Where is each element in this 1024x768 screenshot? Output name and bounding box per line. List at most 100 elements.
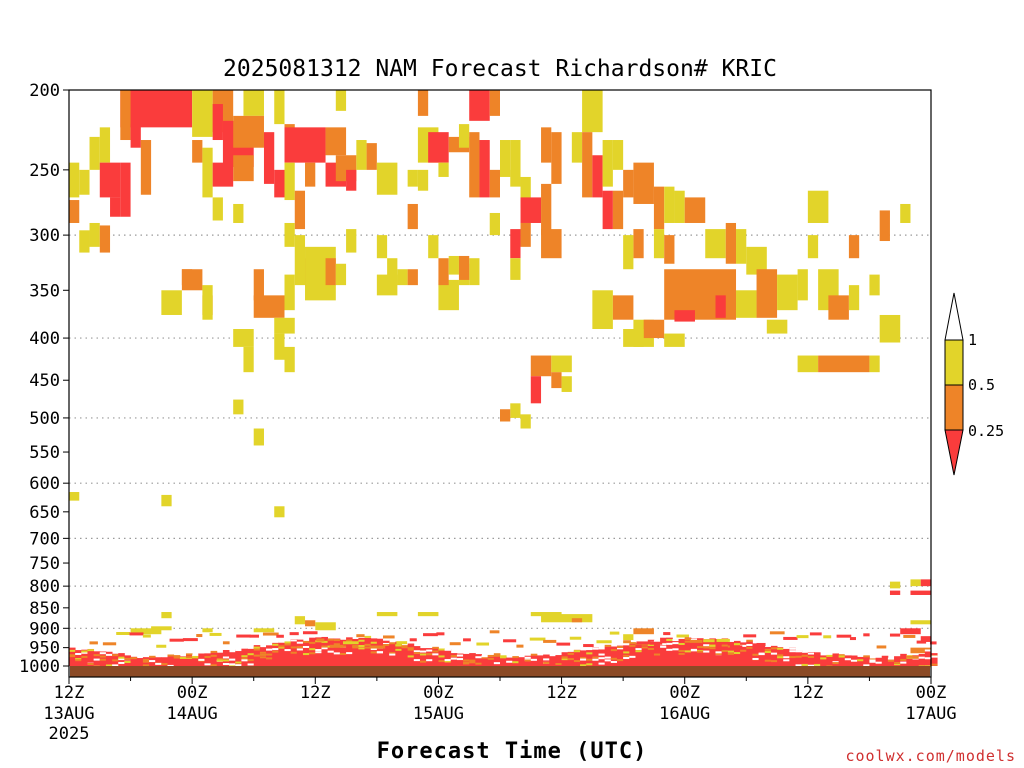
heatmap-cell <box>274 317 295 334</box>
boundary-layer-cell <box>881 655 889 666</box>
boundary-layer-streak <box>81 655 88 658</box>
heatmap-cell <box>284 274 295 311</box>
heatmap-cell <box>633 229 644 259</box>
boundary-layer-streak <box>629 644 636 647</box>
boundary-layer-streak <box>370 647 378 650</box>
boundary-layer-streak <box>740 644 747 647</box>
boundary-layer-streak <box>75 658 82 661</box>
heatmap-cell <box>582 132 593 198</box>
boundary-layer-cell <box>364 637 372 666</box>
boundary-layer-streak <box>580 658 587 661</box>
boundary-layer-streak <box>475 662 482 665</box>
boundary-layer-streak <box>352 645 359 648</box>
boundary-layer-streak <box>259 656 267 659</box>
boundary-layer-streak <box>438 648 445 651</box>
boundary-layer-streak <box>259 653 267 656</box>
boundary-layer-streak <box>743 634 757 638</box>
boundary-layer-streak <box>309 641 316 644</box>
boundary-layer-streak <box>413 650 421 653</box>
heatmap-cell <box>725 222 737 264</box>
boundary-layer-streak <box>709 644 716 647</box>
boundary-layer-cell <box>629 643 636 666</box>
boundary-layer-streak <box>770 652 778 655</box>
heatmap-cell <box>233 329 254 347</box>
heatmap-cell <box>335 263 347 286</box>
boundary-layer-streak <box>87 662 95 665</box>
boundary-layer-streak <box>857 659 864 662</box>
boundary-layer-streak <box>296 646 304 649</box>
boundary-layer-streak <box>179 656 187 659</box>
boundary-layer-streak <box>777 654 784 657</box>
boundary-layer-streak <box>636 641 651 645</box>
boundary-layer-cell <box>204 653 212 666</box>
boundary-layer-cell <box>857 656 864 666</box>
boundary-layer-cell <box>801 652 809 666</box>
boundary-layer-cell <box>438 649 445 666</box>
boundary-layer-cell <box>173 655 181 666</box>
heatmap-cell <box>623 169 634 198</box>
boundary-layer-streak <box>660 645 667 648</box>
boundary-layer-streak <box>529 637 546 641</box>
boundary-layer-streak <box>266 648 273 651</box>
boundary-layer-cell <box>635 642 643 666</box>
boundary-layer-streak <box>801 654 809 657</box>
boundary-layer-streak <box>469 661 476 664</box>
boundary-layer-streak <box>931 663 938 666</box>
boundary-layer-streak <box>530 658 538 661</box>
boundary-layer-streak <box>764 648 772 651</box>
boundary-layer-streak <box>129 632 144 636</box>
boundary-layer-streak <box>316 638 325 642</box>
boundary-layer-streak <box>598 653 606 656</box>
boundary-layer-streak <box>339 652 347 655</box>
boundary-layer-streak <box>887 659 895 662</box>
boundary-layer <box>69 630 938 668</box>
boundary-layer-streak <box>690 649 698 652</box>
heatmap-cell <box>900 628 921 635</box>
boundary-layer-streak <box>364 635 372 638</box>
y-tick-label: 650 <box>29 503 60 523</box>
boundary-layer-streak <box>419 650 427 653</box>
x-tick-label: 12Z <box>54 683 85 703</box>
heatmap-cell <box>807 235 819 259</box>
boundary-layer-cell <box>573 650 581 666</box>
heatmap-cell <box>325 127 347 156</box>
boundary-layer-cell <box>105 651 113 666</box>
boundary-layer-streak <box>93 658 101 661</box>
boundary-layer-cell <box>407 643 415 666</box>
boundary-layer-cell <box>666 637 673 666</box>
boundary-layer-streak <box>481 656 489 659</box>
boundary-layer-streak <box>426 649 433 652</box>
boundary-layer-cell <box>272 642 279 666</box>
heatmap-cell <box>797 269 808 301</box>
heatmap-cell <box>684 197 706 223</box>
heatmap-cell <box>510 169 521 187</box>
boundary-layer-cell <box>549 656 556 666</box>
heatmap-cell <box>879 314 901 343</box>
gridlines <box>69 234 931 629</box>
boundary-layer-streak <box>173 656 181 659</box>
boundary-layer-streak <box>278 646 285 649</box>
boundary-layer-streak <box>81 651 88 654</box>
heatmap-cell <box>253 428 264 446</box>
boundary-layer-streak <box>436 632 445 636</box>
boundary-layer-streak <box>333 639 341 642</box>
heatmap-cell <box>69 492 80 501</box>
heatmap-cell <box>294 235 306 286</box>
heatmap-cell <box>294 190 306 230</box>
boundary-layer-streak <box>432 650 439 653</box>
boundary-layer-streak <box>69 654 76 657</box>
boundary-layer-streak <box>315 649 322 652</box>
boundary-layer-cell <box>309 637 316 666</box>
heatmap-cell <box>69 162 80 198</box>
boundary-layer-streak <box>118 661 125 664</box>
heatmap-cell <box>900 203 911 223</box>
boundary-layer-streak <box>69 649 76 652</box>
boundary-layer-streak <box>407 648 415 651</box>
boundary-layer-streak <box>561 658 569 661</box>
colorbar-bin-bottom <box>944 429 964 476</box>
heatmap-cell <box>397 269 408 286</box>
boundary-layer-cell <box>161 657 168 666</box>
boundary-layer-streak <box>503 639 517 643</box>
boundary-layer-streak <box>481 655 489 658</box>
